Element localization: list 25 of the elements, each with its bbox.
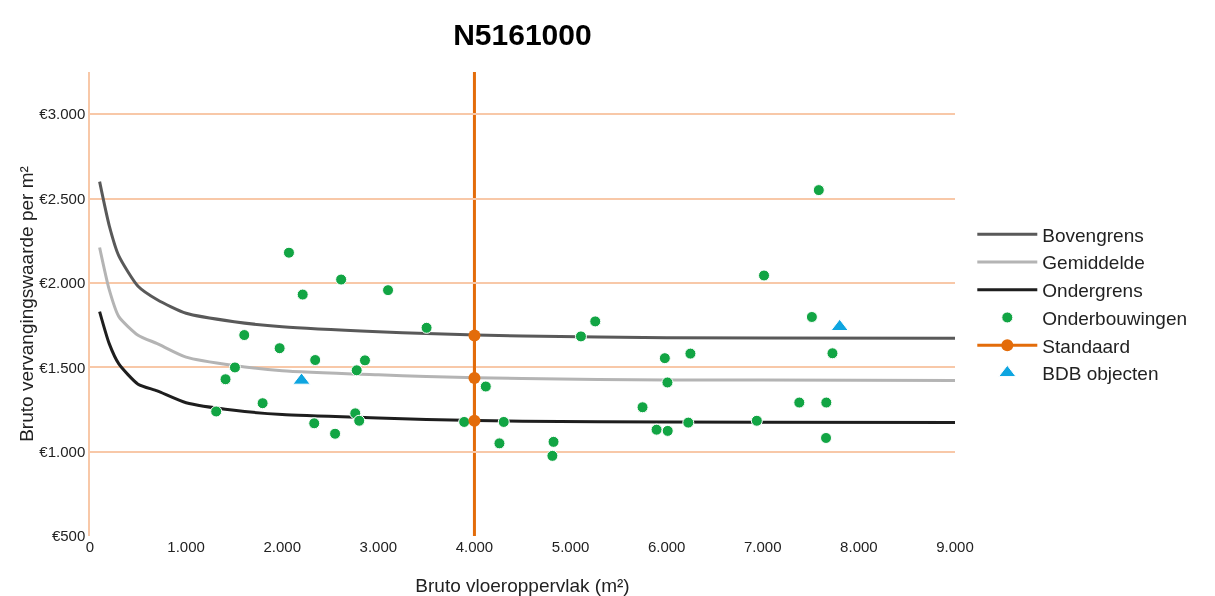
x-axis-title: Bruto vloeroppervlak (m²): [415, 575, 630, 596]
x-tick-label: 9.000: [936, 538, 974, 555]
x-tick-label: 8.000: [840, 538, 878, 555]
x-tick-label: 4.000: [455, 538, 494, 555]
y-tick-label: €2.500: [39, 189, 86, 207]
x-tick-label: 2.000: [263, 538, 301, 555]
legend-label: Bovengrens: [1042, 224, 1144, 246]
x-tick-label: 3.000: [359, 538, 398, 555]
y-tick-label: €3.000: [39, 105, 86, 123]
y-tick-label: €1.000: [39, 442, 86, 460]
legend-label: BDB objecten: [1042, 363, 1159, 385]
legend-label: Ondergrens: [1042, 280, 1143, 302]
legend-label: Onderbouwingen: [1042, 307, 1188, 329]
legend-label: Standaard: [1042, 335, 1130, 357]
y-tick-label: €500: [51, 527, 86, 545]
x-tick-label: 0: [85, 538, 95, 555]
x-tick-label: 6.000: [647, 538, 686, 555]
x-tick-label: 1.000: [167, 538, 205, 555]
x-tick-label: 5.000: [551, 538, 590, 555]
y-tick-label: €1.500: [39, 358, 86, 376]
chart-title: N5161000: [453, 17, 592, 51]
x-tick-label: 7.000: [744, 538, 782, 555]
legend-label: Gemiddelde: [1042, 252, 1145, 274]
y-axis-title: Bruto vervangingswaarde per m²: [16, 166, 38, 442]
y-tick-label: €2.000: [39, 274, 86, 292]
